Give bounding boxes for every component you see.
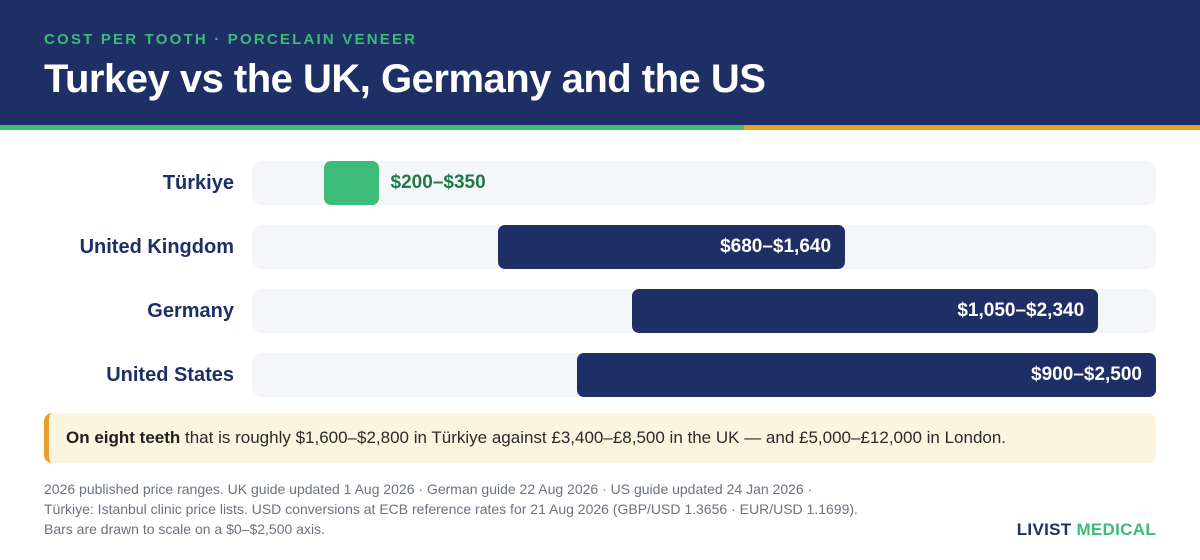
category-label-united-states: United States <box>106 364 234 386</box>
bar-track-united-states: $900–$2,500 <box>252 353 1156 397</box>
callout-lead: On eight teeth <box>66 428 181 447</box>
range-bar-germany <box>631 289 1099 333</box>
bar-track-turkiye: $200–$350 <box>252 161 1156 205</box>
brand-name-secondary: MEDICAL <box>1071 520 1156 539</box>
accent-stripe-orange <box>744 125 1200 130</box>
category-label-germany: Germany <box>147 300 234 322</box>
callout-note: On eight teeth that is roughly $1,600–$2… <box>44 413 1156 463</box>
footnote-line-3: Bars are drawn to scale on a $0–$2,500 a… <box>44 521 325 537</box>
range-bar-turkiye <box>324 161 379 205</box>
category-label-united-kingdom: United Kingdom <box>79 236 234 258</box>
chart-title: Turkey vs the UK, Germany and the US <box>44 57 766 101</box>
accent-stripe-green <box>0 125 744 130</box>
callout-text: that is roughly $1,600–$2,800 in Türkiye… <box>180 428 1007 447</box>
source-footnote: 2026 published price ranges. UK guide up… <box>44 479 858 539</box>
chart-eyebrow: COST PER TOOTH · PORCELAIN VENEER <box>44 31 418 48</box>
footnote-line-2: Türkiye: Istanbul clinic price lists. US… <box>44 501 858 517</box>
range-bar-united-states <box>577 353 1156 397</box>
value-label-united-kingdom: $680–$1,640 <box>720 236 832 257</box>
category-label-turkiye: Türkiye <box>162 172 234 194</box>
brand-name-primary: LIVIST <box>1016 520 1072 539</box>
bar-track-germany: $1,050–$2,340 <box>252 289 1156 333</box>
bar-track-united-kingdom: $680–$1,640 <box>252 225 1156 269</box>
footnote-line-1: 2026 published price ranges. UK guide up… <box>44 481 813 497</box>
range-bar-united-kingdom <box>497 225 845 269</box>
value-label-turkiye: $200–$350 <box>390 172 486 193</box>
value-label-united-states: $900–$2,500 <box>1031 364 1142 385</box>
value-label-germany: $1,050–$2,340 <box>957 300 1085 321</box>
brand-logo: LIVIST MEDICAL <box>1017 520 1156 540</box>
header-banner: COST PER TOOTH · PORCELAIN VENEER Turkey… <box>0 0 1200 125</box>
